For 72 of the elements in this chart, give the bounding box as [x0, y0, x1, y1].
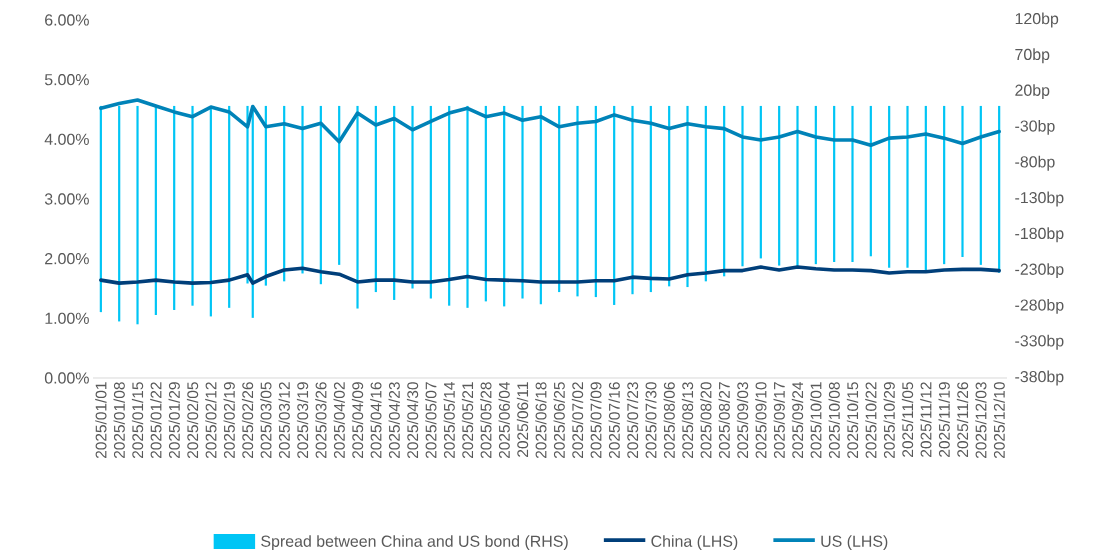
x-tick-label: 2025/11/05 — [901, 382, 914, 457]
x-tick-label: 2025/10/01 — [810, 382, 822, 459]
x-tick-label: 2025/04/16 — [370, 382, 382, 459]
x-tick-label: 2025/03/05 — [260, 382, 272, 459]
y-tick-label: 2.00% — [45, 253, 89, 265]
x-tick-label: 2025/05/07 — [425, 382, 437, 459]
x-tick-label: 2025/11/26 — [956, 382, 969, 457]
x-tick-label: 2025/11/19 — [938, 382, 950, 457]
x-tick-label: 2025/01/29 — [168, 382, 180, 459]
y2-tick-label: -180bp — [1015, 227, 1064, 243]
y2-tick-label: 70bp — [1015, 48, 1050, 64]
legend-label: Spread between China and US bond (RHS) — [261, 535, 568, 551]
x-tick-label: 2025/11/12 — [920, 382, 932, 457]
x-tick-label: 2025/05/14 — [443, 381, 455, 459]
x-tick-label: 2025/10/22 — [865, 382, 877, 459]
x-tick-label: 2025/03/26 — [315, 382, 327, 459]
x-tick-label: 2025/02/26 — [241, 382, 254, 459]
x-tick-label: 2025/09/10 — [755, 382, 767, 459]
y-tick-label: 3.00% — [44, 193, 89, 205]
y2-tick-label: 120bp — [1015, 12, 1059, 28]
x-tick-label: 2025/04/30 — [406, 382, 419, 459]
x-tick-label: 2025/06/11 — [516, 382, 529, 457]
x-tick-label: 2025/07/09 — [590, 382, 602, 459]
x-tick-label: 2025/10/15 — [846, 382, 859, 459]
x-tick-label: 2025/07/02 — [571, 382, 584, 459]
y-tick-label: 4.00% — [44, 133, 89, 145]
x-tick-label: 2025/03/19 — [296, 382, 309, 459]
x-tick-label: 2025/08/06 — [663, 382, 675, 459]
x-tick-label: 2025/06/25 — [553, 382, 565, 459]
x-tick-label: 2025/01/08 — [113, 382, 125, 459]
x-tick-label: 2025/06/04 — [498, 381, 510, 459]
y-tick-label: 1.00% — [45, 312, 89, 324]
y2-tick-label: -130bp — [1015, 191, 1064, 207]
x-tick-label: 2025/08/13 — [681, 382, 694, 459]
legend-label: China (LHS) — [651, 535, 738, 551]
y2-tick-label: -280bp — [1015, 298, 1064, 314]
y-tick-label: 5.00% — [44, 74, 89, 86]
x-tick-label: 2025/10/08 — [828, 382, 840, 459]
x-tick-label: 2025/05/28 — [480, 382, 492, 459]
x-tick-label: 2025/01/01 — [95, 382, 107, 459]
x-tick-label: 2025/01/15 — [131, 382, 144, 459]
y2-tick-label: -80bp — [1015, 155, 1055, 171]
x-tick-label: 2025/07/16 — [608, 382, 620, 459]
x-tick-label: 2025/10/29 — [883, 382, 895, 459]
x-tick-label: 2025/07/30 — [645, 382, 657, 459]
x-tick-label: 2025/06/18 — [535, 382, 547, 459]
x-tick-label: 2025/08/20 — [700, 382, 712, 459]
x-tick-label: 2025/05/21 — [461, 382, 474, 459]
x-tick-label: 2025/03/12 — [278, 382, 290, 459]
y2-tick-label: -30bp — [1015, 119, 1055, 135]
legend-label: US (LHS) — [821, 535, 888, 551]
x-tick-label: 2025/07/23 — [626, 382, 639, 459]
x-tick-label: 2025/02/19 — [223, 382, 235, 459]
y2-tick-label: -330bp — [1015, 334, 1064, 350]
x-tick-label: 2025/09/03 — [736, 382, 749, 459]
y2-tick-label: 20bp — [1015, 84, 1050, 100]
x-tick-label: 2025/04/09 — [351, 382, 364, 459]
x-tick-label: 2025/08/27 — [718, 382, 730, 459]
x-tick-label: 2025/01/22 — [150, 382, 162, 459]
y-tick-label: 6.00% — [45, 14, 89, 26]
x-tick-label: 2025/02/12 — [205, 382, 217, 459]
y2-tick-label: -380bp — [1015, 370, 1064, 386]
x-tick-label: 2025/04/23 — [388, 382, 400, 459]
x-tick-label: 2025/12/10 — [993, 382, 1005, 459]
x-tick-label: 2025/09/17 — [773, 382, 785, 459]
y2-tick-label: -230bp — [1015, 263, 1064, 279]
x-tick-label: 2025/12/03 — [975, 382, 987, 459]
y-tick-label: 0.00% — [44, 372, 89, 384]
line-series — [99, 98, 1001, 148]
x-tick-label: 2025/04/02 — [333, 382, 345, 459]
x-tick-label: 2025/09/24 — [791, 381, 804, 459]
x-tick-label: 2025/02/05 — [186, 382, 199, 459]
